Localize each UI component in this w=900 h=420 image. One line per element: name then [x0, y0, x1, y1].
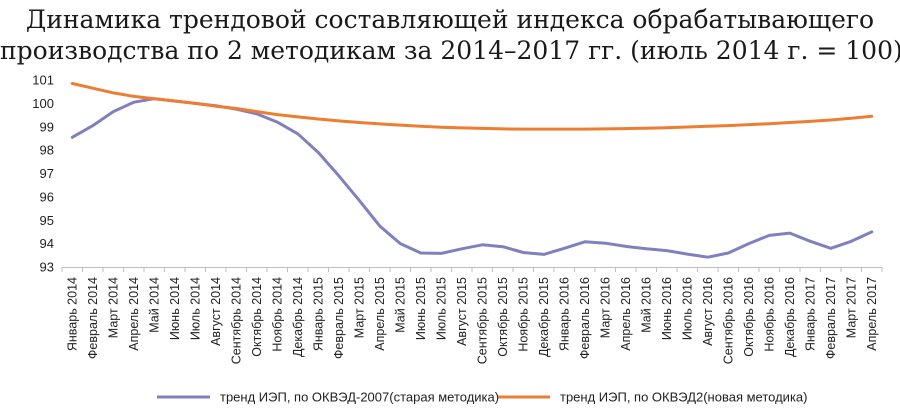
- x-tick-label: Апрель 2017: [865, 277, 879, 351]
- legend-label-2: тренд ИЭП, по ОКВЭД2(новая методика): [560, 390, 807, 405]
- x-tick-label: Сентябрь 2014: [229, 277, 243, 364]
- x-tick-label: Ноябрь 2016: [762, 277, 776, 352]
- x-tick-label: Сентябрь 2016: [721, 277, 735, 364]
- x-tick-label: Июль 2016: [680, 277, 694, 340]
- y-tick-label: 101: [32, 73, 54, 88]
- x-tick-label: Июль 2014: [188, 277, 202, 340]
- x-tick-label: Август 2016: [701, 277, 715, 346]
- x-tick-label: Ноябрь 2015: [516, 277, 530, 352]
- x-tick-label: Ноябрь 2014: [270, 277, 284, 352]
- x-tick-label: Июль 2015: [434, 277, 448, 340]
- x-tick-label: Август 2015: [455, 277, 469, 346]
- x-tick-label: Март 2017: [844, 277, 858, 338]
- series-line-2: [70, 82, 874, 131]
- x-tick-label: Февраль 2016: [578, 277, 592, 359]
- x-tick-label: Май 2016: [639, 277, 653, 333]
- chart-title-line-2: производства по 2 методикам за 2014–2017…: [0, 36, 900, 65]
- x-tick-label: Февраль 2017: [824, 277, 838, 359]
- x-tick-label: Январь 2015: [311, 277, 325, 351]
- y-tick-label: 96: [40, 189, 54, 204]
- x-tick-label: Май 2015: [393, 277, 407, 333]
- x-tick-label: Октябрь 2016: [742, 277, 756, 357]
- y-tick-label: 100: [32, 96, 54, 111]
- x-tick-label: Январь 2014: [65, 277, 79, 351]
- x-tick-label: Декабрь 2016: [783, 277, 797, 357]
- x-tick-label: Август 2014: [209, 277, 223, 346]
- x-tick-label: Сентябрь 2015: [475, 277, 489, 364]
- x-tick-label: Июнь 2015: [414, 277, 428, 340]
- x-tick-label: Февраль 2014: [86, 277, 100, 359]
- y-tick-label: 94: [40, 236, 54, 251]
- x-tick-label: Март 2016: [598, 277, 612, 338]
- x-tick-label: Май 2014: [147, 277, 161, 333]
- series-line-1: [70, 97, 874, 259]
- y-tick-label: 99: [40, 119, 54, 134]
- x-tick-label: Март 2014: [106, 277, 120, 338]
- y-tick-label: 98: [40, 143, 54, 158]
- x-tick-label: Апрель 2016: [619, 277, 633, 351]
- x-tick-label: Февраль 2015: [332, 277, 346, 359]
- x-tick-label: Январь 2016: [557, 277, 571, 351]
- x-tick-label: Июнь 2016: [660, 277, 674, 340]
- x-tick-label: Октябрь 2014: [250, 277, 264, 357]
- y-tick-label: 93: [40, 260, 54, 275]
- y-tick-label: 95: [40, 213, 54, 228]
- x-tick-label: Декабрь 2014: [291, 277, 305, 357]
- chart-title-line-1: Динамика трендовой составляющей индекса …: [25, 5, 875, 34]
- x-tick-label: Январь 2017: [803, 277, 817, 351]
- y-tick-label: 97: [40, 166, 54, 181]
- x-tick-label: Апрель 2014: [127, 277, 141, 351]
- chart-title: Динамика трендовой составляющей индекса …: [0, 4, 900, 66]
- x-tick-label: Апрель 2015: [373, 277, 387, 351]
- x-tick-label: Март 2015: [352, 277, 366, 338]
- x-tick-label: Октябрь 2015: [496, 277, 510, 357]
- legend-label-1: тренд ИЭП, по ОКВЭД-2007(старая методика…: [220, 390, 499, 405]
- x-tick-label: Декабрь 2015: [537, 277, 551, 357]
- x-tick-label: Июнь 2014: [168, 277, 182, 340]
